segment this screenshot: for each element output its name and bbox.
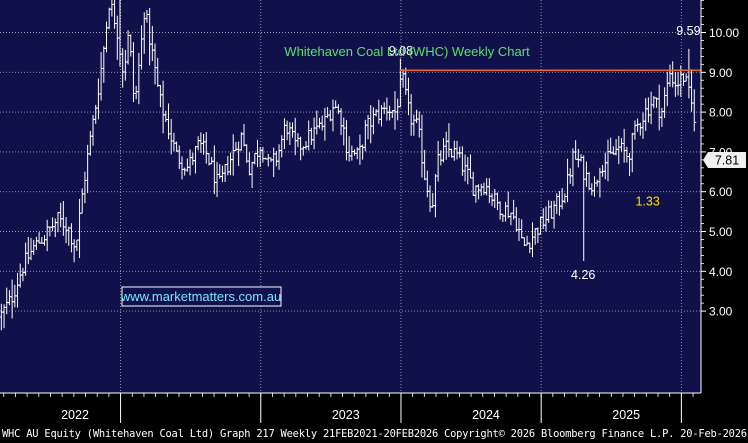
- x-tick-label: 2023: [332, 408, 360, 422]
- price-annotation: 1.33: [635, 195, 659, 209]
- grid: [0, 0, 701, 393]
- bloomberg-footer: WHC AU Equity (Whitehaven Coal Ltd) Grap…: [2, 428, 748, 440]
- chart-title: Whitehaven Coal Ltd (WHC) Weekly Chart: [284, 44, 530, 59]
- website-box: [121, 286, 282, 307]
- y-tick-label: 8.00: [709, 106, 733, 120]
- x-axis: 20222023202420252026: [0, 392, 701, 423]
- y-tick-label: 6.00: [709, 185, 733, 199]
- last-price-tag: 7.81: [703, 152, 746, 168]
- website-label: www.marketmatters.com.au: [120, 289, 281, 304]
- ohlc-bar: [692, 89, 697, 132]
- y-tick-label: 4.00: [709, 265, 733, 279]
- x-tick-label: 2025: [612, 408, 640, 422]
- price-annotation: 4.26: [571, 268, 595, 282]
- y-tick-label: 9.00: [709, 66, 733, 80]
- y-tick-label: 5.00: [709, 225, 733, 239]
- price-annotation: 9.59: [676, 24, 700, 38]
- price-annotation: 9.08: [389, 44, 413, 58]
- annotations: 11.049.089.594.261.33: [389, 24, 701, 282]
- price-bars: [0, 0, 697, 331]
- y-tick-label: 10.00: [709, 26, 739, 40]
- last-price-label: 7.81: [715, 154, 739, 168]
- x-tick-label: 2024: [472, 408, 500, 422]
- y-tick-label: 3.00: [709, 305, 733, 319]
- x-tick-label: 2022: [61, 408, 89, 422]
